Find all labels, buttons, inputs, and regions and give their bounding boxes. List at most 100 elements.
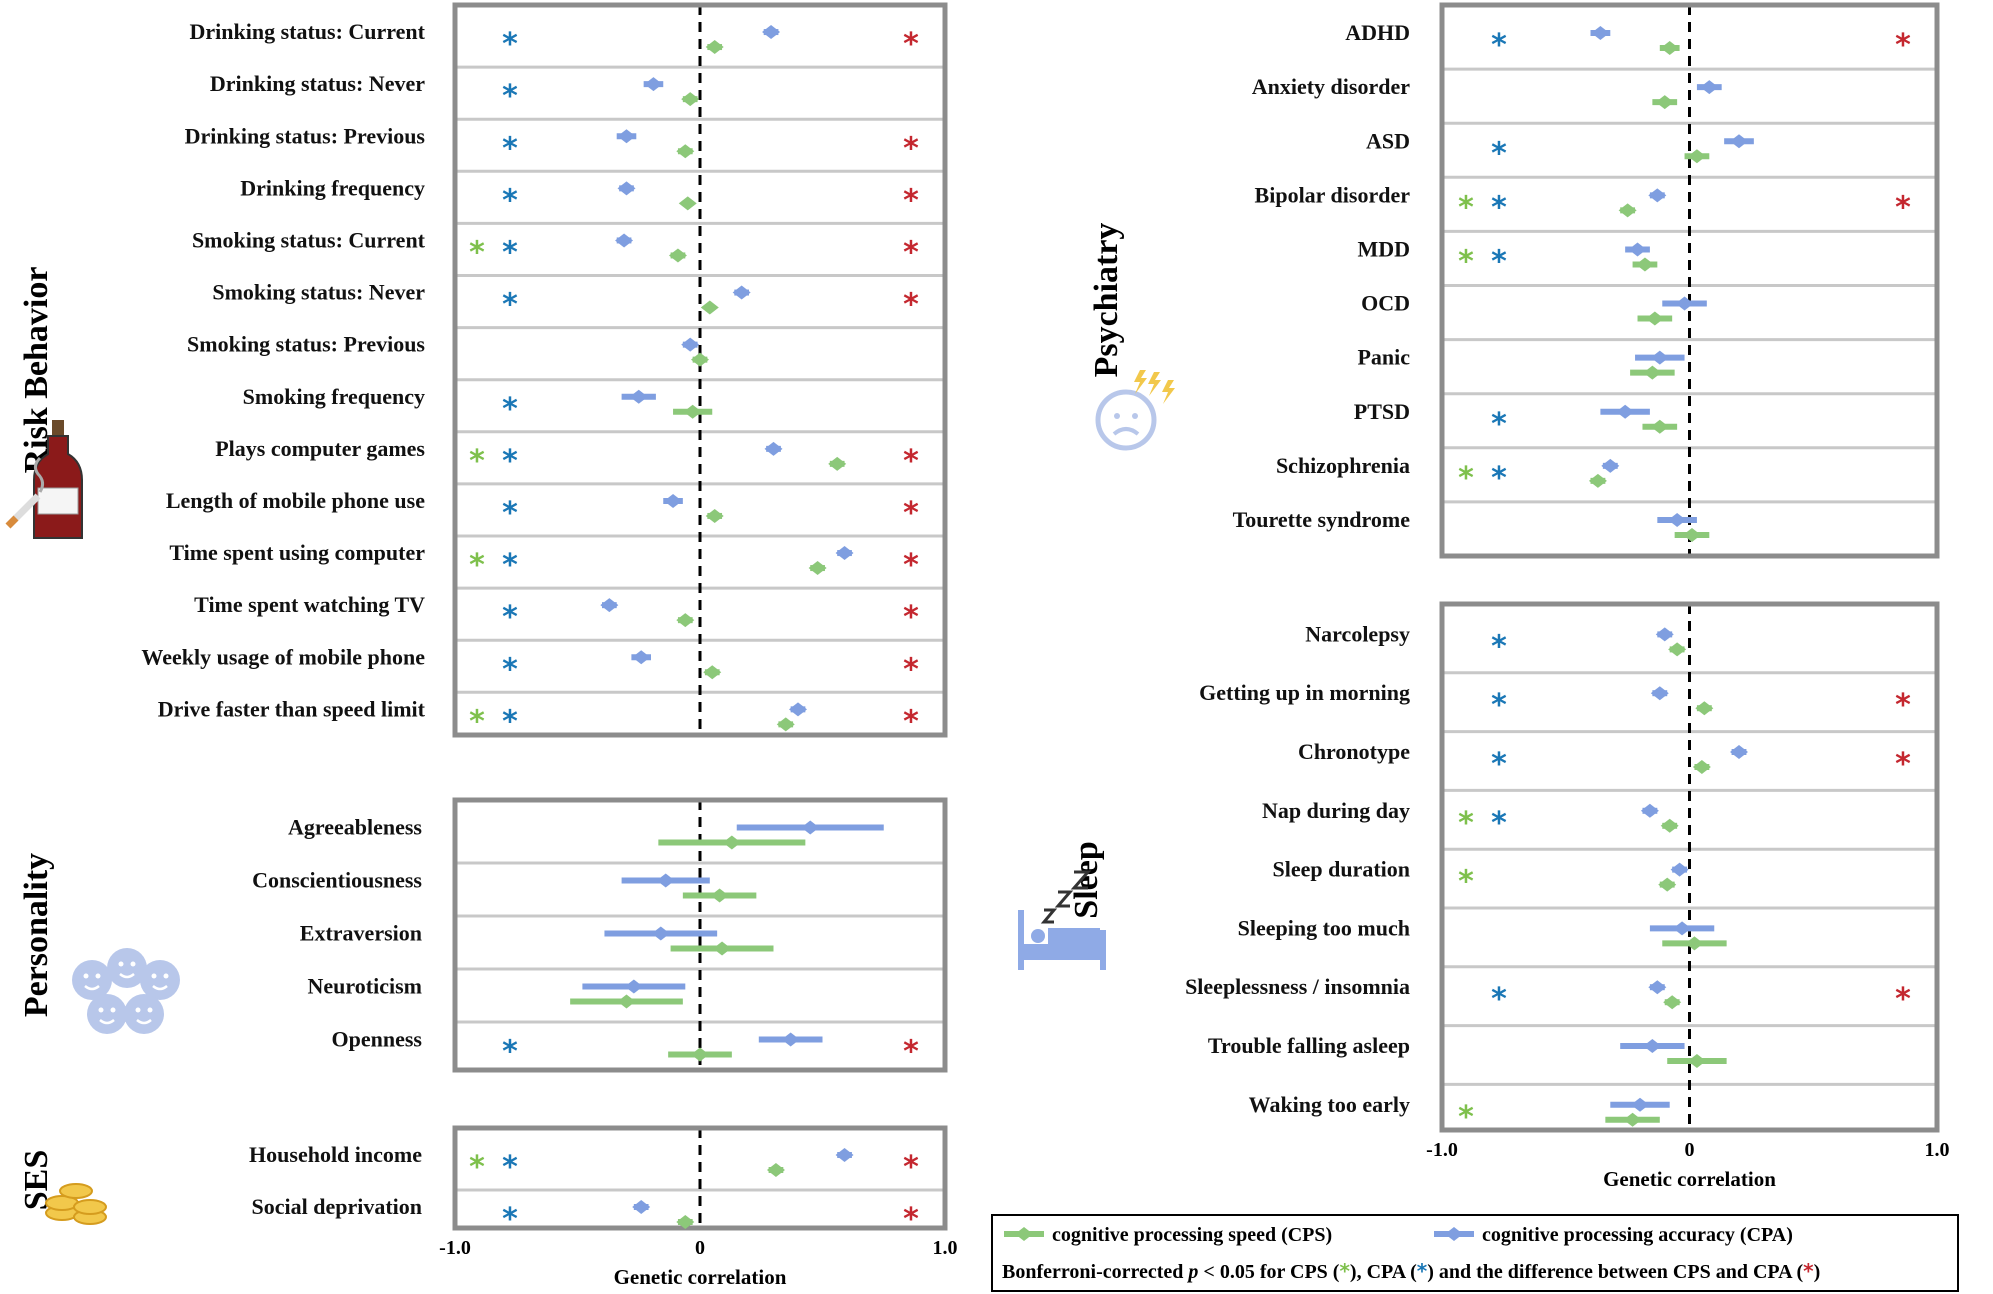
cpa-point-marker xyxy=(632,1200,651,1214)
panel-title: Sleep xyxy=(1068,841,1105,918)
cpa-significance-star: * xyxy=(1491,407,1507,442)
cps-point-marker xyxy=(1623,1112,1642,1127)
face-eye xyxy=(98,1007,104,1013)
row-label: Anxiety disorder xyxy=(1252,74,1411,99)
cpa-significance-star: * xyxy=(502,1202,518,1237)
face-circle xyxy=(124,994,164,1034)
data-row: Smoking status: Previous xyxy=(187,332,709,367)
row-label: Drinking status: Current xyxy=(189,19,425,44)
cps-point-marker xyxy=(776,717,795,732)
face-circle xyxy=(107,948,147,988)
cps-point-marker xyxy=(1668,642,1687,657)
cps-point-marker xyxy=(1588,473,1607,488)
row-label: Weekly usage of mobile phone xyxy=(141,644,425,669)
row-label: ASD xyxy=(1366,128,1410,153)
row-label: Drive faster than speed limit xyxy=(158,696,426,721)
cps-point-marker xyxy=(1643,365,1662,380)
data-row: Extraversion xyxy=(300,921,774,956)
cps-significance-star: * xyxy=(1458,461,1474,496)
cps-point-marker xyxy=(766,1163,785,1177)
cpa-point-marker xyxy=(629,389,648,404)
cpa-point-marker xyxy=(664,493,683,508)
cpa-significance-star: * xyxy=(1491,982,1507,1017)
sleeping-bed-icon xyxy=(1018,870,1106,970)
cigarette-bottle-icon xyxy=(5,420,83,539)
lightning-bolt xyxy=(1148,372,1161,396)
data-row: Smoking status: Current * * * xyxy=(192,227,919,270)
row-label: Plays computer games xyxy=(215,436,425,461)
face-eye xyxy=(130,961,136,967)
row-label: Social deprivation xyxy=(251,1194,422,1219)
difference-significance-star: * xyxy=(1895,28,1911,63)
note-p: p xyxy=(1186,1261,1198,1283)
row-label: Waking too early xyxy=(1249,1092,1410,1117)
legend-note: Bonferroni-corrected p < 0.05 for CPS (*… xyxy=(1002,1259,1820,1283)
difference-significance-star: * xyxy=(903,496,919,531)
row-label: MDD xyxy=(1357,236,1410,261)
row-label: Drinking frequency xyxy=(240,175,425,200)
row-label: Schizophrenia xyxy=(1276,453,1410,478)
cps-significance-star: * xyxy=(1458,1100,1474,1135)
cps-point-marker xyxy=(1618,203,1637,218)
cps-point-marker xyxy=(676,144,695,159)
face-eye xyxy=(83,973,89,979)
data-row: Time spent using computer * * * xyxy=(169,540,919,583)
cpa-significance-star: * xyxy=(502,444,518,479)
coins-icon xyxy=(45,1183,107,1225)
cpa-point-marker xyxy=(762,25,781,40)
cps-point-marker xyxy=(617,994,636,1009)
bed-frame xyxy=(1024,944,1106,960)
cps-point-marker xyxy=(676,1215,695,1229)
cps-point-marker xyxy=(700,300,719,315)
face-circle xyxy=(72,960,112,1000)
row-label: Narcolepsy xyxy=(1305,621,1410,646)
cpa-point-marker xyxy=(1643,1039,1662,1053)
zzz-glyph xyxy=(1054,890,1074,908)
cps-significance-star: * xyxy=(469,1150,485,1185)
cpa-point-marker xyxy=(1631,1097,1649,1112)
cps-significance-star: * xyxy=(1458,244,1474,279)
legend-cpa-marker xyxy=(1445,1227,1463,1241)
face-mouth xyxy=(99,1019,115,1025)
cps-point-marker xyxy=(1687,149,1706,164)
cps-significance-star: * xyxy=(1458,865,1474,900)
face-eye xyxy=(1132,413,1138,419)
cpa-significance-star: * xyxy=(1491,688,1507,723)
cpa-point-marker xyxy=(1675,296,1694,311)
cpa-significance-star: * xyxy=(502,79,518,114)
cpa-point-marker xyxy=(615,233,634,248)
data-row: Narcolepsy * xyxy=(1305,621,1687,664)
row-label: Tourette syndrome xyxy=(1233,507,1411,532)
panel-frame xyxy=(1439,601,1940,1133)
cps-point-marker xyxy=(678,196,697,211)
cps-point-marker xyxy=(676,613,695,628)
difference-significance-star: * xyxy=(903,444,919,479)
face-eye xyxy=(135,1007,141,1013)
cpa-point-marker xyxy=(1655,627,1674,642)
data-row: Trouble falling asleep xyxy=(1208,1033,1727,1068)
cpa-point-marker xyxy=(781,1032,800,1047)
note-mid: < 0.05 for CPS ( xyxy=(1198,1261,1339,1283)
cpa-point-marker xyxy=(632,650,651,665)
x-tick-label: 0 xyxy=(695,1237,705,1259)
x-tick-label: 1.0 xyxy=(933,1237,958,1259)
x-axis-label: Genetic correlation xyxy=(614,1265,787,1289)
data-row: Tourette syndrome xyxy=(1233,507,1710,542)
difference-significance-star: * xyxy=(903,1035,919,1070)
face-eye xyxy=(118,961,124,967)
panel-ses: SES Household income * * *Social deprivation… xyxy=(18,1125,958,1289)
cpa-point-marker xyxy=(617,129,636,144)
bed-headboard xyxy=(1018,910,1024,970)
difference-significance-star: * xyxy=(903,131,919,166)
panel-frame xyxy=(452,2,948,738)
note-end: ) xyxy=(1814,1261,1821,1283)
difference-significance-star: * xyxy=(1895,190,1911,225)
data-row: Sleeping too much xyxy=(1238,915,1727,951)
difference-significance-star: * xyxy=(903,183,919,218)
data-row: Openness * * xyxy=(332,1027,920,1070)
cps-point-marker xyxy=(668,248,687,263)
cpa-significance-star: * xyxy=(502,1150,518,1185)
data-row: Agreeableness xyxy=(288,815,884,850)
data-row: Schizophrenia * * xyxy=(1276,453,1620,496)
